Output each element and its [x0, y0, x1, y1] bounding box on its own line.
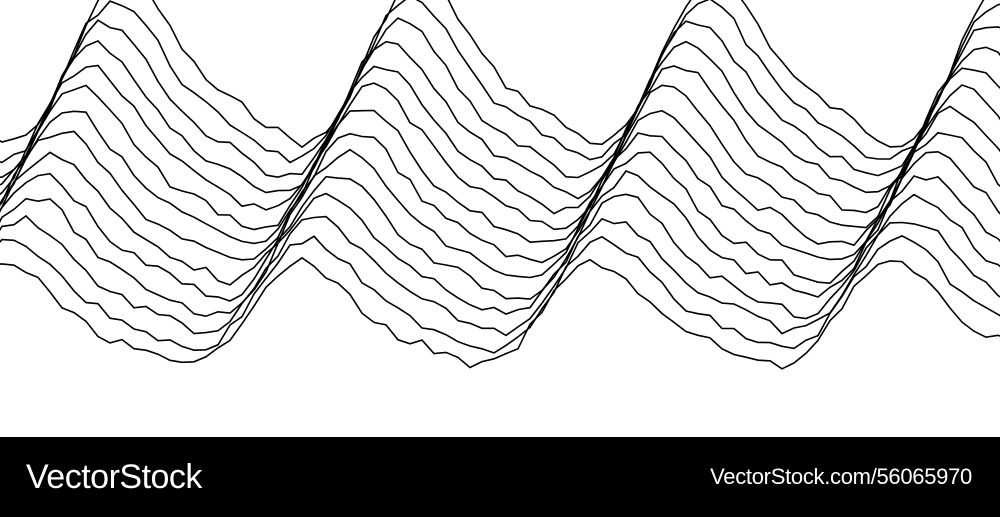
watermark-footer: VectorStock VectorStock.com/56065970 — [0, 437, 1000, 517]
wave-line — [0, 192, 1000, 320]
wave-line — [0, 105, 1000, 247]
wave-line — [0, 0, 985, 149]
brand-logo-text: VectorStock — [26, 457, 202, 496]
wave-line — [0, 235, 1000, 354]
wave-line — [0, 130, 1000, 264]
image-id-text: VectorStock.com/56065970 — [710, 464, 972, 489]
wave-lines-svg — [0, 0, 1000, 370]
wave-line — [0, 64, 1000, 215]
wave-line — [0, 17, 1000, 179]
wave-line — [0, 39, 1000, 200]
wave-line — [0, 82, 1000, 231]
wave-lines-artwork — [0, 0, 1000, 370]
wave-line — [0, 170, 1000, 302]
wave-line — [0, 0, 1000, 164]
wave-line — [0, 148, 1000, 286]
wave-line — [0, 256, 1000, 370]
